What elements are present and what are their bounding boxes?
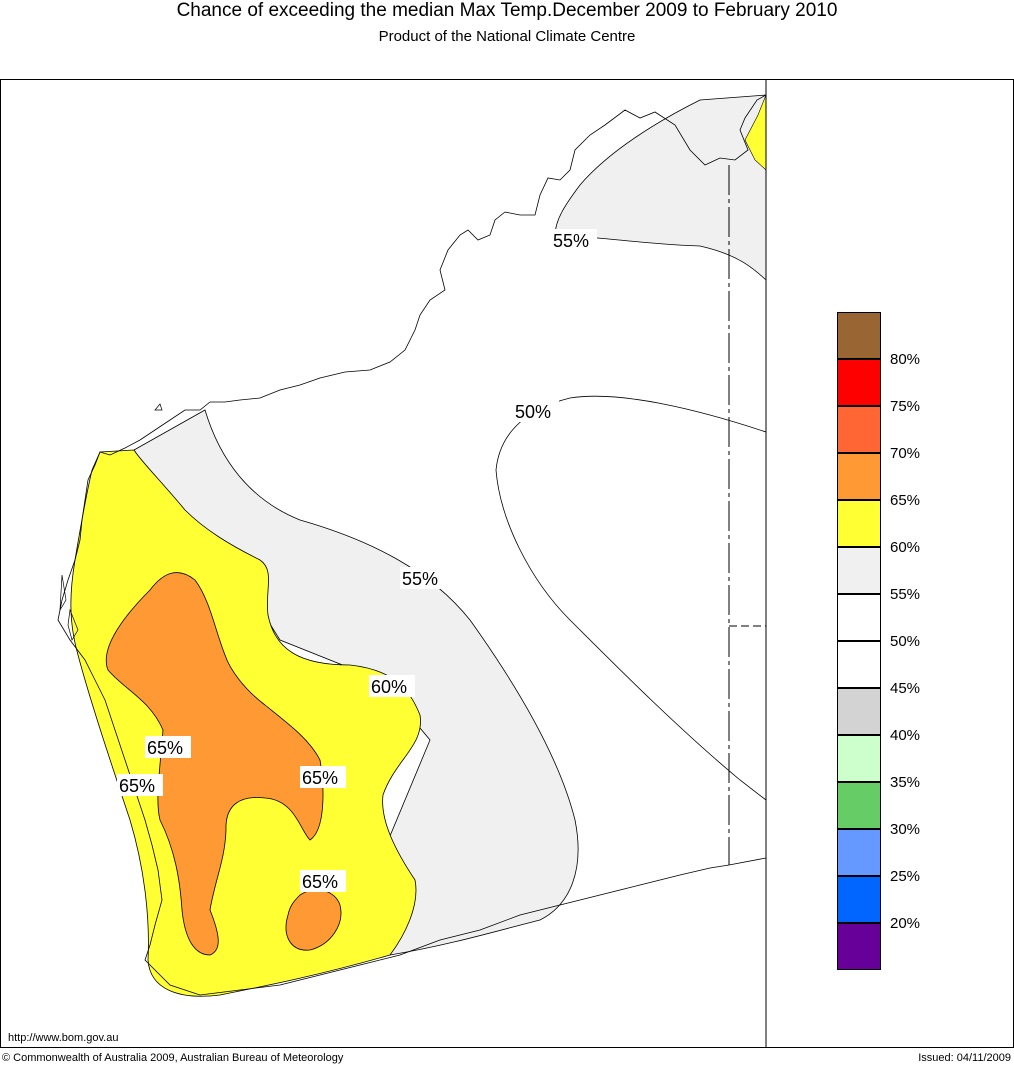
legend-swatch-below-20 [837, 923, 881, 970]
legend-label-50: 50% [890, 633, 921, 650]
region-55-60-north [554, 94, 767, 281]
legend-swatch-65-70 [837, 453, 881, 500]
legend-swatch-70-75 [837, 406, 881, 453]
legend-label-40: 40% [890, 727, 921, 744]
legend-label-65: 65% [890, 492, 921, 509]
contour-label-65-east: 65% [302, 768, 338, 788]
legend-swatch-50-55 [837, 594, 881, 641]
legend-label-20: 20% [890, 915, 921, 932]
legend-swatch-20-25 [837, 876, 881, 923]
contour-label-65-south: 65% [302, 872, 338, 892]
legend-label-75: 75% [890, 398, 921, 415]
contour-label-55-southwest: 55% [402, 569, 438, 589]
legend-swatch-40-45 [837, 688, 881, 735]
legend-swatch-75-80 [837, 359, 881, 406]
contour-label-60: 60% [371, 677, 407, 697]
legend-swatch-45-50 [837, 641, 881, 688]
legend-label-35: 35% [890, 774, 921, 791]
map-subtitle: Product of the National Climate Centre [378, 28, 636, 45]
copyright-text: © Commonwealth of Australia 2009, Austra… [2, 1052, 344, 1064]
legend-swatch-60-65 [837, 500, 881, 547]
legend-label-30: 30% [890, 821, 921, 838]
state-border-south [728, 857, 767, 866]
legend-label-60: 60% [890, 539, 921, 556]
legend-swatch-80-plus [837, 312, 881, 359]
probability-map: 55% 50% 55% 60% 65% 65% 65% 65% [57, 79, 1013, 1048]
region-55-60-southwest [133, 409, 579, 956]
map-title: Chance of exceeding the median Max Temp.… [176, 0, 838, 21]
contour-label-65-coast: 65% [119, 776, 155, 796]
legend-swatch-25-30 [837, 829, 881, 876]
legend-swatch-30-35 [837, 782, 881, 829]
issued-date: Issued: 04/11/2009 [918, 1052, 1011, 1064]
legend-label-80: 80% [890, 351, 921, 368]
legend-panel [767, 80, 1013, 1047]
legend-label-55: 55% [890, 586, 921, 603]
region-65-70-south [285, 889, 342, 951]
contour-labels: 55% 50% 55% 60% 65% 65% 65% 65% [117, 229, 597, 892]
legend-swatch-55-60 [837, 547, 881, 594]
legend-label-70: 70% [890, 445, 921, 462]
contour-label-50: 50% [515, 402, 551, 422]
contour-50 [495, 395, 767, 801]
region-65-70-main [105, 572, 324, 956]
legend-swatch-35-40 [837, 735, 881, 782]
island [59, 574, 67, 611]
source-url[interactable]: http://www.bom.gov.au [8, 1032, 119, 1044]
legend-label-45: 45% [890, 680, 921, 697]
island [154, 403, 163, 411]
island [67, 608, 79, 641]
coastline [57, 94, 767, 996]
legend-label-25: 25% [890, 868, 921, 885]
contour-label-55-north: 55% [553, 231, 589, 251]
contour-label-65-west: 65% [147, 738, 183, 758]
